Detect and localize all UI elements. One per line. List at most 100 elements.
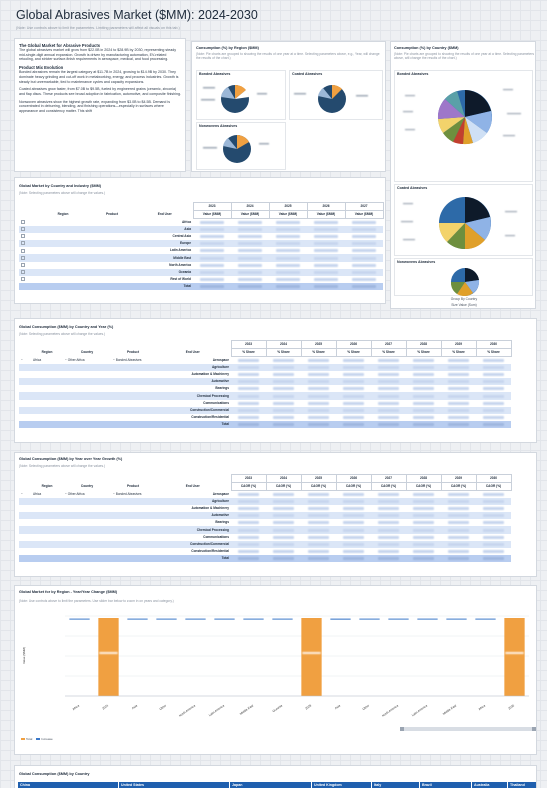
value-cell <box>269 219 307 226</box>
country-tab[interactable]: Brazil <box>420 782 471 788</box>
legend-total: Total <box>26 737 33 741</box>
value-cell <box>231 407 266 414</box>
value-cell <box>231 548 266 555</box>
size-value-label: Size Value (Sum) <box>451 303 477 307</box>
x-tick-label: Oceania <box>272 703 284 713</box>
x-tick-label: Middle East <box>442 703 457 715</box>
row-expand-toggle[interactable] <box>19 240 39 247</box>
row-expand-toggle[interactable] <box>19 233 39 240</box>
row-expand-toggle[interactable] <box>19 262 39 269</box>
coated-country-panel: Coated Abrasives <box>394 184 533 256</box>
summary-para-3: Coated abrasives grow faster, from $7.0B… <box>19 87 181 96</box>
row-expand-toggle[interactable] <box>19 247 39 254</box>
pie-slice-6 <box>443 117 465 142</box>
increase-bar[interactable] <box>156 618 177 620</box>
value-cell <box>371 357 406 364</box>
year-header: 2025 <box>300 340 337 349</box>
increase-bar[interactable] <box>388 618 409 620</box>
value-cell <box>193 276 231 283</box>
value-cell <box>476 400 511 407</box>
cagr-header: CAGR (%) <box>265 482 302 491</box>
zoom-slider-handle-left[interactable] <box>400 727 404 731</box>
value-cell <box>193 254 231 261</box>
value-cell <box>231 247 269 254</box>
increase-bar[interactable] <box>330 618 351 620</box>
summary-para-1: The global abrasives market will grow fr… <box>19 48 177 62</box>
total-bar[interactable] <box>301 618 322 696</box>
row-expand-toggle[interactable] <box>19 276 39 283</box>
table-row: North America <box>19 261 383 269</box>
row-label: Communications <box>203 400 229 405</box>
value-cell <box>371 364 406 371</box>
increase-bar[interactable] <box>185 618 206 620</box>
value-cell <box>441 555 476 562</box>
country-value: Other Africa <box>67 357 85 362</box>
value-cell <box>441 385 476 392</box>
value-cell <box>193 262 231 269</box>
region-pies-heading: Consumption (%) by Region ($MM) <box>196 46 259 50</box>
increase-bar[interactable] <box>243 618 264 620</box>
value-cell <box>406 357 441 364</box>
row-collapse-toggle[interactable]: − <box>21 357 23 362</box>
country-tab[interactable]: China <box>18 782 118 788</box>
zoom-slider[interactable] <box>400 727 536 731</box>
value-cell <box>266 414 301 421</box>
country-tab[interactable]: Australia <box>472 782 507 788</box>
share-header: % Share <box>370 348 407 357</box>
increase-bar[interactable] <box>417 618 438 620</box>
bar-data-label <box>302 652 321 654</box>
row-expand-toggle[interactable] <box>19 269 39 276</box>
value-cell <box>266 421 301 428</box>
increase-bar[interactable] <box>214 618 235 620</box>
value-cell <box>301 392 336 399</box>
value-cell <box>307 276 345 283</box>
value-cell <box>476 421 511 428</box>
zoom-slider-handle-right[interactable] <box>532 727 536 731</box>
country-tab[interactable]: United Kingdom <box>312 782 371 788</box>
country-tab[interactable]: Thailand <box>508 782 536 788</box>
table-row: Africa <box>19 218 383 226</box>
increase-bar[interactable] <box>475 618 496 620</box>
row-expand-toggle[interactable] <box>19 219 39 226</box>
total-bar[interactable] <box>98 618 119 696</box>
value-cell <box>301 371 336 378</box>
product-collapse-toggle[interactable]: − <box>113 491 116 496</box>
country-tab[interactable]: Italy <box>372 782 419 788</box>
country-collapse-toggle[interactable]: − <box>65 357 68 362</box>
cagr-header: CAGR (%) <box>475 482 512 491</box>
value-cell <box>336 491 371 498</box>
value-cell <box>336 555 371 562</box>
value-cell <box>371 534 406 541</box>
value-cell <box>441 519 476 526</box>
value-cell <box>371 378 406 385</box>
x-tick-label: Asia <box>131 703 138 710</box>
row-expand-toggle[interactable] <box>19 254 39 261</box>
row-expand-toggle[interactable] <box>19 226 39 233</box>
country-tab[interactable]: United States <box>119 782 229 788</box>
row-label: Automation & Machinery <box>191 505 229 510</box>
total-bar[interactable] <box>504 618 525 696</box>
value-cell <box>406 371 441 378</box>
country-tab[interactable]: Japan <box>230 782 311 788</box>
increase-bar[interactable] <box>446 618 467 620</box>
summary-subheading: Product Mix Evolution <box>19 65 64 71</box>
value-cell <box>406 512 441 519</box>
cagr-header: CAGR (%) <box>230 482 267 491</box>
year-header: 2028 <box>405 474 442 483</box>
value-header: Value ($MM) <box>344 210 384 219</box>
value-cell <box>266 364 301 371</box>
pie-slice-3 <box>457 282 473 297</box>
increase-bar[interactable] <box>127 618 148 620</box>
pie-slice-c <box>223 138 237 149</box>
increase-bar[interactable] <box>359 618 380 620</box>
country-collapse-toggle[interactable]: − <box>65 491 68 496</box>
value-cell <box>336 519 371 526</box>
product-collapse-toggle[interactable]: − <box>113 357 116 362</box>
value-cell <box>345 226 383 233</box>
increase-bar[interactable] <box>272 618 293 620</box>
value-cell <box>476 498 511 505</box>
row-collapse-toggle[interactable]: − <box>21 491 23 496</box>
increase-bar[interactable] <box>69 618 90 620</box>
share-header: % Share <box>230 348 267 357</box>
yoy-chart-card: Global Market for by Region - Year/Year … <box>14 585 537 755</box>
